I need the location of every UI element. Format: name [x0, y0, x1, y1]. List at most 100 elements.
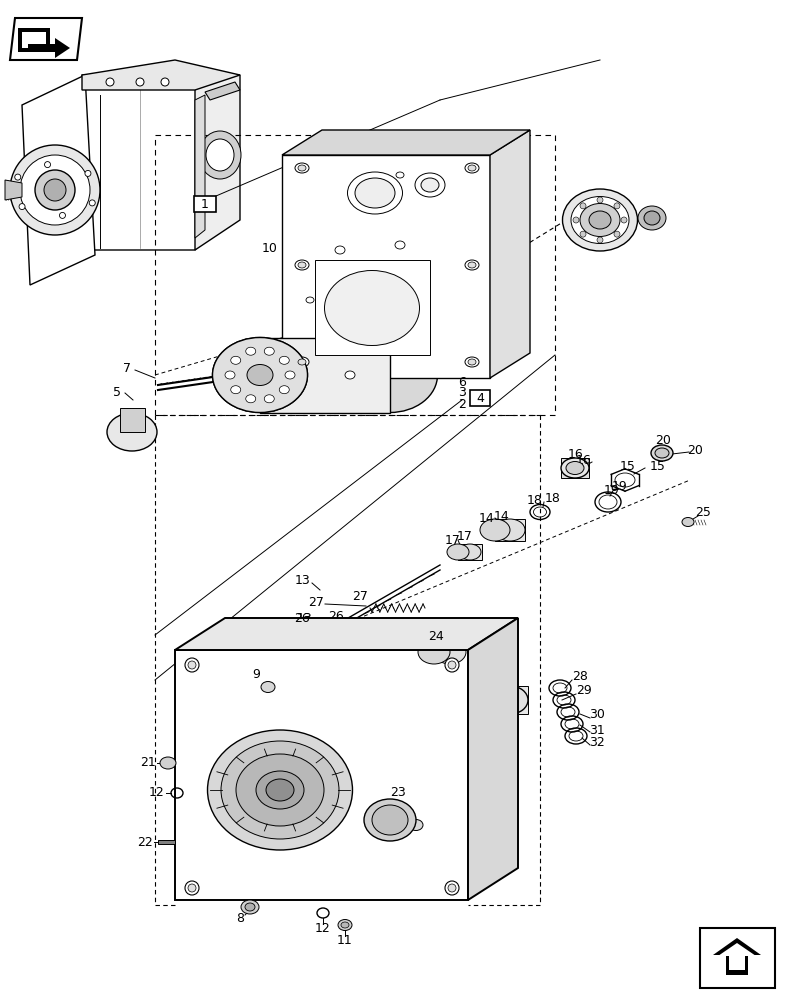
Text: 8: 8	[236, 912, 244, 924]
Ellipse shape	[225, 371, 235, 379]
Polygon shape	[28, 38, 70, 58]
Ellipse shape	[44, 179, 66, 201]
Text: 18: 18	[545, 491, 561, 504]
Ellipse shape	[298, 262, 306, 268]
Ellipse shape	[280, 386, 289, 394]
Circle shape	[614, 203, 620, 209]
Text: 12: 12	[315, 922, 331, 934]
Text: 17: 17	[457, 530, 473, 542]
Text: 3: 3	[458, 385, 466, 398]
Ellipse shape	[261, 682, 275, 692]
Ellipse shape	[335, 246, 345, 254]
Circle shape	[445, 658, 459, 672]
Polygon shape	[315, 260, 430, 355]
Ellipse shape	[644, 211, 660, 225]
Ellipse shape	[266, 779, 294, 801]
Ellipse shape	[465, 357, 479, 367]
Circle shape	[445, 881, 459, 895]
Ellipse shape	[561, 458, 589, 478]
Circle shape	[188, 661, 196, 669]
Polygon shape	[82, 60, 240, 90]
Ellipse shape	[10, 145, 100, 235]
Ellipse shape	[230, 356, 241, 364]
Ellipse shape	[246, 347, 256, 355]
Text: 4: 4	[476, 391, 484, 404]
Ellipse shape	[298, 165, 306, 171]
Text: 9: 9	[406, 808, 414, 822]
Ellipse shape	[396, 172, 404, 178]
Text: 26: 26	[294, 611, 310, 624]
Circle shape	[185, 881, 199, 895]
Ellipse shape	[265, 347, 274, 355]
Text: 14: 14	[494, 510, 510, 522]
Ellipse shape	[265, 395, 274, 403]
Polygon shape	[718, 943, 756, 970]
Ellipse shape	[236, 754, 324, 826]
Polygon shape	[22, 32, 46, 48]
Polygon shape	[492, 686, 528, 714]
Polygon shape	[282, 130, 530, 155]
Polygon shape	[468, 618, 518, 900]
Text: 2: 2	[458, 397, 466, 410]
Polygon shape	[458, 544, 482, 560]
Text: 16: 16	[576, 454, 592, 466]
Ellipse shape	[492, 686, 528, 714]
Ellipse shape	[480, 519, 510, 541]
Text: 13: 13	[295, 574, 311, 586]
Ellipse shape	[256, 771, 304, 809]
Ellipse shape	[280, 356, 289, 364]
Ellipse shape	[345, 371, 355, 379]
Circle shape	[59, 212, 66, 218]
Ellipse shape	[434, 640, 466, 664]
Text: 20: 20	[687, 444, 703, 456]
Polygon shape	[158, 840, 175, 844]
Ellipse shape	[246, 395, 256, 403]
Ellipse shape	[221, 741, 339, 839]
Polygon shape	[120, 408, 145, 432]
Ellipse shape	[415, 173, 445, 197]
Polygon shape	[282, 155, 490, 378]
Circle shape	[185, 658, 199, 672]
Text: 20: 20	[655, 434, 671, 448]
Ellipse shape	[447, 544, 469, 560]
Text: 19: 19	[612, 480, 628, 492]
Ellipse shape	[566, 462, 584, 475]
Text: 15: 15	[620, 460, 636, 473]
Circle shape	[448, 884, 456, 892]
Text: 16: 16	[568, 448, 584, 462]
Text: 13: 13	[297, 611, 313, 624]
Polygon shape	[175, 618, 518, 650]
Text: 5: 5	[113, 386, 121, 399]
Text: 6: 6	[458, 375, 466, 388]
Ellipse shape	[285, 371, 295, 379]
Text: 27: 27	[308, 595, 324, 608]
Polygon shape	[205, 82, 240, 100]
Text: 32: 32	[589, 736, 605, 750]
Text: 9: 9	[252, 668, 260, 682]
Ellipse shape	[372, 805, 408, 835]
Ellipse shape	[589, 211, 611, 229]
Text: 23: 23	[390, 786, 406, 800]
Circle shape	[448, 661, 456, 669]
Text: 12: 12	[149, 786, 165, 800]
Circle shape	[85, 170, 91, 176]
Polygon shape	[82, 75, 210, 250]
Text: 1: 1	[201, 198, 209, 211]
Polygon shape	[195, 75, 240, 250]
Ellipse shape	[655, 448, 669, 458]
Circle shape	[580, 231, 586, 237]
Ellipse shape	[298, 359, 306, 365]
Ellipse shape	[245, 903, 255, 911]
Ellipse shape	[212, 338, 307, 412]
Ellipse shape	[230, 386, 241, 394]
Ellipse shape	[651, 445, 673, 461]
Circle shape	[614, 231, 620, 237]
Ellipse shape	[421, 178, 439, 192]
Ellipse shape	[107, 413, 157, 451]
Ellipse shape	[465, 260, 479, 270]
Circle shape	[136, 78, 144, 86]
Polygon shape	[713, 938, 761, 975]
Polygon shape	[175, 650, 468, 900]
Circle shape	[44, 162, 51, 168]
Circle shape	[15, 174, 21, 180]
